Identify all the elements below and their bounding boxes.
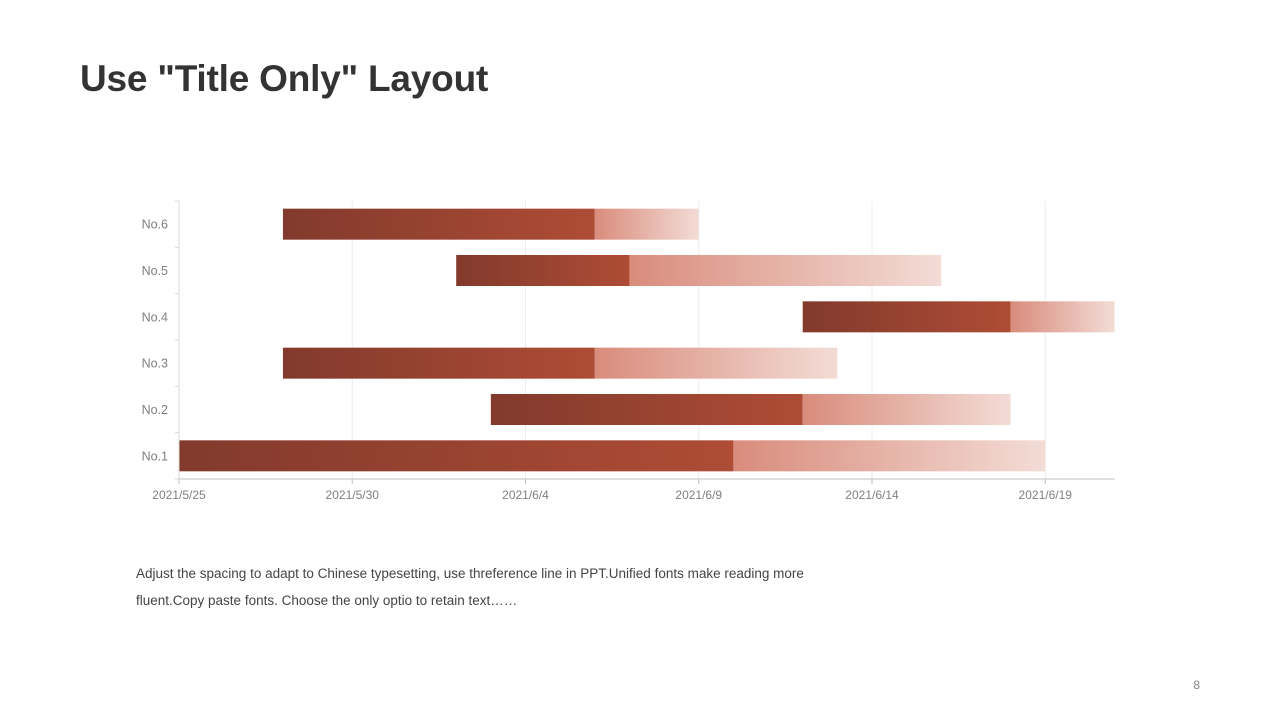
bar-completed-no1 — [179, 440, 734, 472]
bar-remaining-no5 — [629, 255, 942, 286]
x-tick-label: 2021/6/14 — [845, 488, 899, 502]
y-category-label: No.4 — [142, 310, 168, 324]
bar-completed-no4 — [802, 301, 1011, 333]
axis-labels: 2021/5/25 2021/5/30 2021/6/4 2021/6/9 2021/6… — [142, 218, 1073, 502]
y-category-label: No.5 — [142, 264, 168, 278]
slide-title: Use "Title Only" Layout — [80, 58, 489, 99]
x-tick-label: 2021/6/9 — [675, 488, 722, 502]
caption-line-1: Adjust the spacing to adapt to Chinese t… — [136, 566, 804, 581]
x-tick-label: 2021/5/30 — [326, 488, 380, 502]
bar-remaining-no2 — [802, 394, 1011, 425]
y-category-label: No.3 — [142, 357, 168, 371]
gridlines — [351, 201, 1046, 479]
bar-completed-no5 — [456, 255, 630, 286]
bar-remaining-no6 — [594, 208, 699, 240]
caption-text: Adjust the spacing to adapt to Chinese t… — [136, 560, 856, 614]
y-category-label: No.2 — [142, 403, 168, 417]
bar-completed-no6 — [282, 208, 595, 240]
y-category-label: No.1 — [142, 449, 168, 463]
bar-completed-no2 — [490, 394, 803, 425]
bar-remaining-no4 — [1010, 301, 1115, 333]
x-tick-label: 2021/5/25 — [152, 488, 206, 502]
x-tick-label: 2021/6/4 — [502, 488, 549, 502]
bar-completed-no3 — [282, 347, 595, 379]
bars — [179, 208, 1115, 472]
bar-remaining-no1 — [733, 440, 1046, 472]
x-tick-label: 2021/6/19 — [1019, 488, 1073, 502]
bar-remaining-no3 — [594, 347, 838, 379]
caption-line-2: fluent.Copy paste fonts. Choose the only… — [136, 593, 518, 608]
axes — [175, 200, 1115, 484]
page-number: 8 — [1193, 678, 1200, 692]
y-category-label: No.6 — [142, 218, 168, 232]
